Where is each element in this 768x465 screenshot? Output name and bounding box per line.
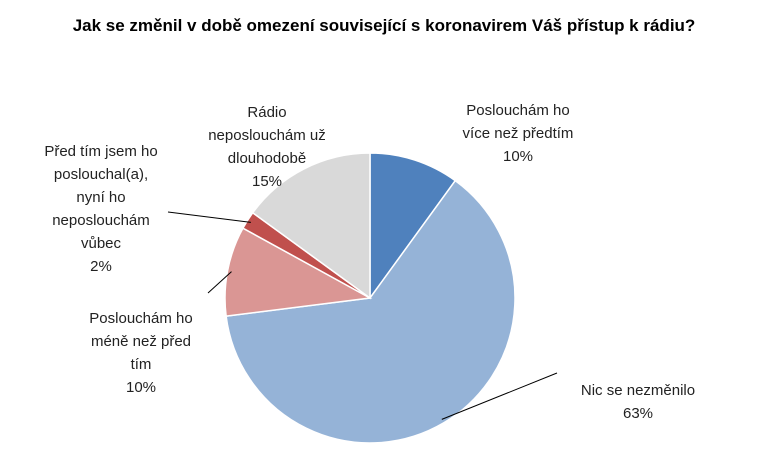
chart-title: Jak se změnil v době omezení související… [72,16,696,35]
slice-label-stopped: Před tím jsem ho poslouchal(a), nyní ho … [6,117,196,301]
leader-line-less [207,271,232,294]
pie-slice-less [224,227,373,318]
slice-label-unchanged-text: Nic se nezměnilo [580,382,696,399]
slice-label-less-value: 10% [125,379,157,396]
pie-slice-unchanged [225,179,516,444]
slice-label-less: Poslouchám ho méně než před tím 10% [56,284,226,422]
slice-label-long-term-value: 15% [251,173,283,190]
slice-label-long-term: Rádio neposlouchám už dlouhodobě 15% [182,78,352,216]
slice-label-long-term-text: Rádio neposlouchám už dlouhodobě [208,104,326,167]
pie-slice-long-term [251,152,371,300]
slice-label-more: Poslouchám ho více než předtím 10% [428,76,608,191]
pie-slice-more [369,152,457,301]
slice-label-unchanged-value: 63% [622,405,654,422]
slice-label-stopped-text: Před tím jsem ho poslouchal(a), nyní ho … [44,143,158,252]
slice-label-stopped-value: 2% [90,258,112,275]
leader-line-stopped [167,211,251,223]
slice-label-less-text: Poslouchám ho méně než před tím [89,310,193,373]
leader-line-unchanged [441,372,558,420]
slice-label-more-value: 10% [502,148,534,165]
slice-label-more-text: Poslouchám ho více než předtím [462,102,574,142]
slice-label-unchanged: Nic se nezměnilo 63% [548,356,728,448]
